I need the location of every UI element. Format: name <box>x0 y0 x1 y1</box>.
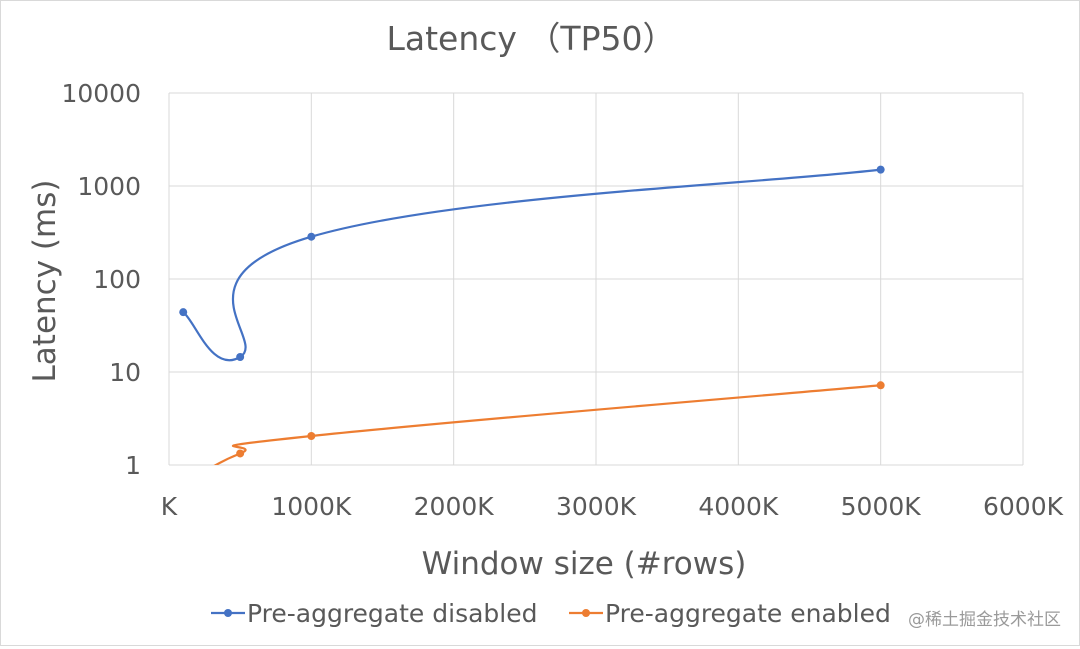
data-point <box>236 352 245 361</box>
x-tick-label: K <box>161 492 178 521</box>
x-tick-label: 1000K <box>271 492 352 521</box>
y-tick-label: 100 <box>93 265 141 294</box>
legend-swatch-marker <box>582 609 590 617</box>
data-point <box>307 232 316 241</box>
data-point <box>179 308 188 317</box>
data-point <box>236 449 245 458</box>
y-tick-label: 10000 <box>61 79 141 108</box>
marker-layer <box>179 165 885 458</box>
y-tick-label: 10 <box>109 358 141 387</box>
x-tick-label: 2000K <box>414 492 495 521</box>
x-tick-label: 5000K <box>841 492 922 521</box>
x-tick-label: 6000K <box>983 492 1064 521</box>
legend-label: Pre-aggregate enabled <box>605 599 891 628</box>
legend-swatch-marker <box>224 609 232 617</box>
x-axis-ticks: K 1000K 2000K 3000K 4000K 5000K 6000K <box>161 492 1064 521</box>
chart-title: Latency （TP50） <box>387 19 676 58</box>
data-point <box>876 381 885 390</box>
y-axis-title: Latency (ms) <box>27 180 63 383</box>
x-tick-label: 3000K <box>556 492 637 521</box>
grid-lines <box>168 92 1024 466</box>
data-point <box>876 165 885 174</box>
series-layer <box>182 168 881 465</box>
watermark: @稀土掘金技术社区 <box>908 610 1061 630</box>
x-axis-title: Window size (#rows) <box>422 546 747 582</box>
data-point <box>307 432 316 441</box>
x-tick-label: 4000K <box>698 492 779 521</box>
series-line-0 <box>182 168 881 362</box>
legend: Pre-aggregate disabled Pre-aggregate enab… <box>211 599 891 628</box>
y-tick-label: 1 <box>125 451 141 480</box>
legend-label: Pre-aggregate disabled <box>247 599 537 628</box>
y-axis-ticks: 1 10 100 1000 10000 <box>61 79 141 480</box>
y-tick-label: 1000 <box>77 172 141 201</box>
series-line-1 <box>213 384 881 465</box>
